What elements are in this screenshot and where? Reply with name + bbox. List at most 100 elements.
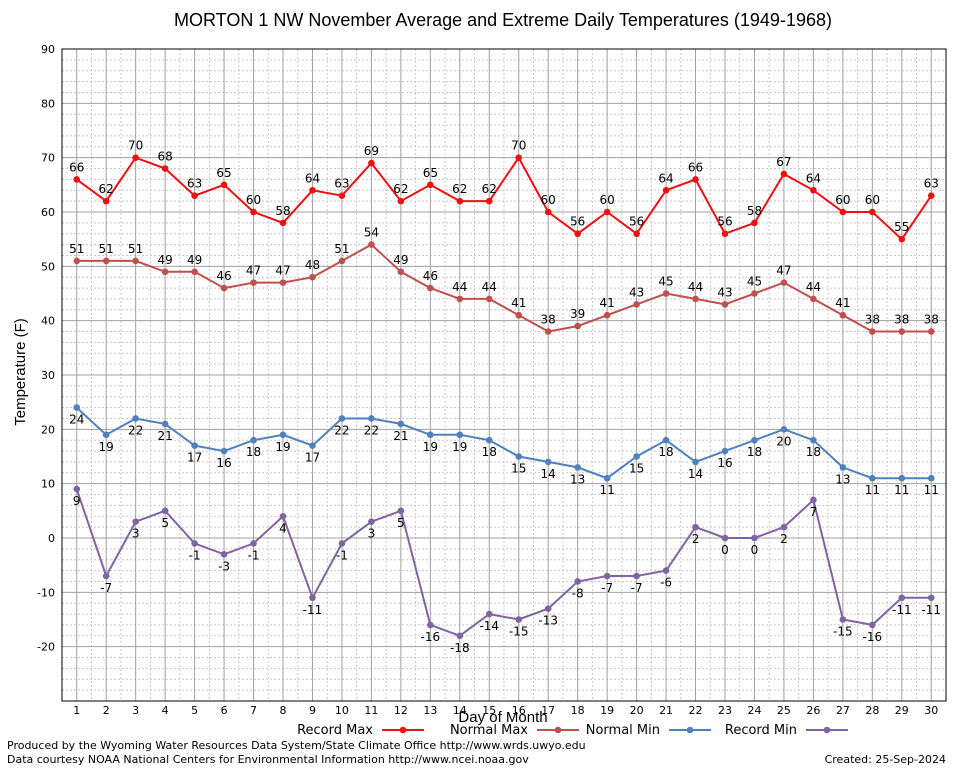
data-point: [574, 464, 581, 471]
data-point: [161, 165, 169, 172]
data-point: [250, 208, 257, 216]
data-point: [574, 230, 581, 238]
data-label: 0: [721, 543, 729, 557]
data-point: [721, 534, 729, 542]
data-label: 13: [835, 472, 850, 486]
data-point: [368, 518, 375, 525]
data-label: 44: [806, 280, 821, 294]
data-point: [751, 290, 758, 297]
data-point: [869, 328, 876, 335]
data-label: 63: [187, 177, 202, 191]
data-label: 19: [275, 440, 290, 454]
data-point: [869, 208, 876, 216]
data-point: [751, 436, 758, 444]
data-point: [839, 464, 847, 471]
data-point: [515, 311, 523, 319]
data-label: 2: [692, 532, 700, 546]
legend: Record Max Normal Max Normal Min Record Min: [297, 723, 848, 738]
data-label: 49: [187, 253, 202, 267]
data-point: [898, 328, 906, 335]
data-label: 38: [894, 313, 909, 327]
y-tick-label: 0: [48, 532, 55, 545]
data-point: [309, 594, 316, 602]
data-label: -6: [660, 576, 672, 590]
data-point: [721, 447, 729, 455]
data-label: 39: [570, 307, 585, 321]
data-label: -16: [863, 630, 883, 644]
data-label: -11: [921, 603, 941, 617]
data-point: [810, 295, 817, 303]
data-label: 56: [629, 215, 644, 229]
data-label: 60: [246, 193, 261, 207]
legend-marker: [399, 726, 407, 734]
data-label: 3: [368, 527, 376, 541]
data-label: 11: [924, 483, 939, 497]
data-label: 38: [865, 313, 880, 327]
data-label: 19: [452, 440, 467, 454]
data-label: 47: [275, 264, 290, 278]
data-label: 58: [747, 204, 762, 218]
data-label: 18: [658, 445, 673, 459]
data-point: [250, 436, 257, 444]
data-label: 18: [806, 445, 821, 459]
data-point: [751, 219, 758, 227]
data-label: 18: [482, 445, 497, 459]
data-label: 14: [541, 467, 556, 481]
footer-created-date: Created: 25-Sep-2024: [824, 753, 946, 766]
x-tick-label: 17: [541, 704, 555, 717]
data-label: 18: [246, 445, 261, 459]
data-point: [102, 197, 110, 205]
x-tick-label: 15: [482, 704, 496, 717]
data-label: 43: [717, 285, 732, 299]
data-label: 58: [275, 204, 290, 218]
data-label: 47: [776, 264, 791, 278]
x-tick-label: 7: [250, 704, 257, 717]
data-point: [397, 197, 405, 205]
data-label: 62: [482, 182, 497, 196]
data-label: -7: [100, 581, 112, 595]
data-label: 22: [364, 423, 379, 437]
data-point: [220, 551, 228, 558]
data-point: [456, 632, 464, 640]
major-gridlines: [62, 48, 946, 701]
data-point: [279, 279, 287, 286]
y-tick-label: 10: [41, 478, 55, 491]
data-label: 63: [334, 177, 349, 191]
data-label: 51: [99, 242, 114, 256]
data-point: [191, 268, 198, 276]
data-point: [456, 431, 464, 439]
x-tick-label: 27: [836, 704, 850, 717]
data-point: [73, 257, 81, 265]
data-point: [279, 512, 287, 520]
data-point: [515, 453, 523, 460]
data-label: 21: [393, 429, 408, 443]
data-label: 5: [397, 516, 405, 530]
data-point: [132, 415, 139, 422]
data-label: -7: [601, 581, 613, 595]
data-label: -1: [336, 548, 348, 562]
data-label: -15: [509, 625, 529, 639]
x-tick-label: 5: [191, 704, 198, 717]
footer-produced-by: Produced by the Wyoming Water Resources …: [7, 739, 586, 752]
data-label: 70: [128, 139, 143, 153]
data-point: [132, 257, 139, 265]
x-tick-label: 10: [335, 704, 349, 717]
x-tick-label: 8: [280, 704, 287, 717]
data-point: [368, 159, 375, 167]
data-label: 68: [157, 150, 172, 164]
x-tick-label: 20: [630, 704, 644, 717]
data-point: [191, 540, 198, 547]
x-tick-label: 2: [103, 704, 110, 717]
data-point: [250, 540, 257, 547]
data-label: 66: [688, 160, 703, 174]
data-label: 17: [305, 451, 320, 465]
data-label: 11: [599, 483, 614, 497]
data-point: [515, 616, 523, 623]
data-point: [662, 567, 670, 574]
data-point: [338, 540, 346, 547]
data-point: [338, 257, 346, 265]
data-point: [456, 295, 464, 303]
data-label: 60: [835, 193, 850, 207]
data-label: 7: [810, 505, 818, 519]
